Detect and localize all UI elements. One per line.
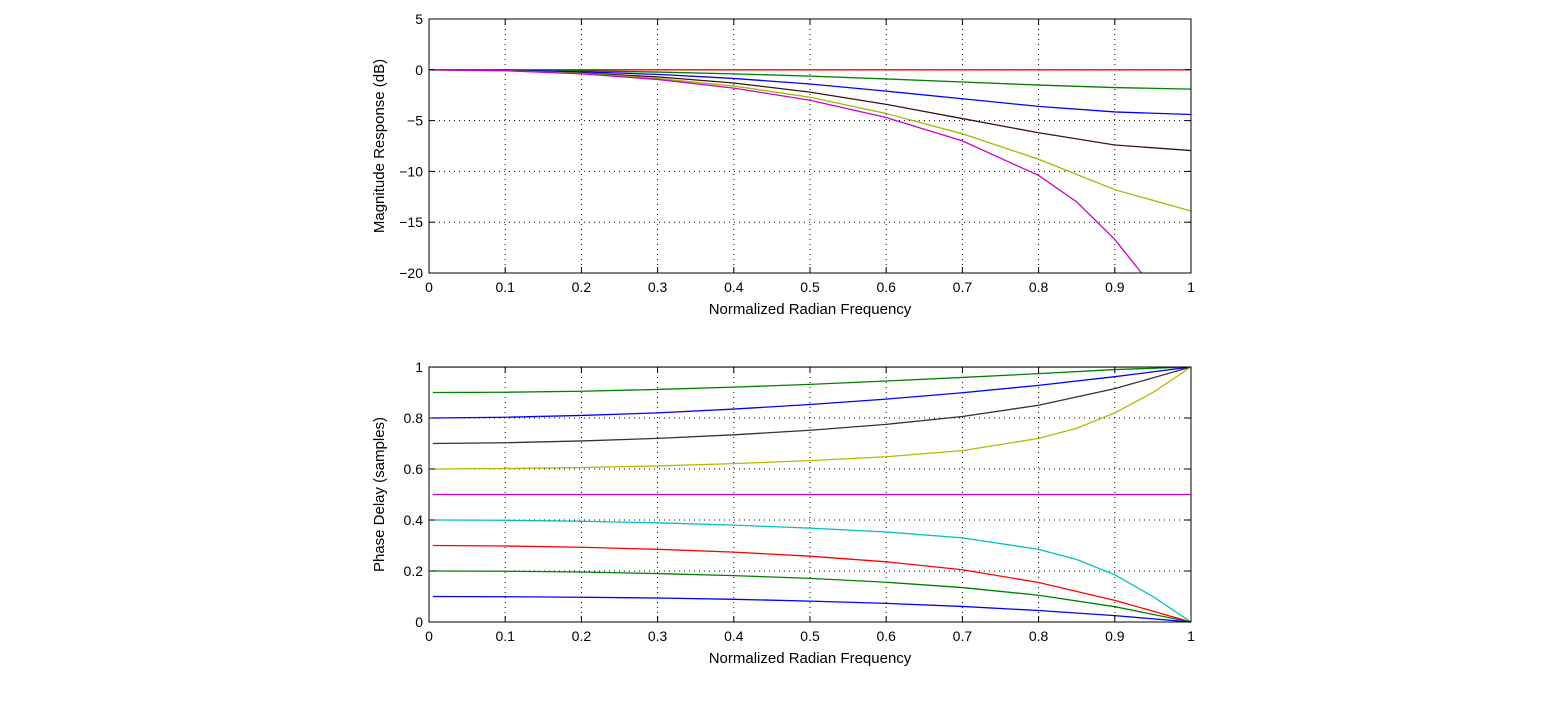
x-tick-label: 0.7	[953, 279, 973, 295]
series-line	[432, 570, 1191, 622]
x-tick-label: 0.5	[800, 279, 820, 295]
x-tick-label: 1	[1187, 279, 1195, 295]
x-tick-label: 0.8	[1029, 628, 1049, 644]
x-tick-label: 0.9	[1105, 628, 1125, 644]
y-tick-label: 0	[415, 62, 423, 78]
x-tick-label: 0	[425, 628, 433, 644]
y-tick-label: 0.8	[404, 410, 424, 426]
y-tick-label: 0.4	[404, 512, 424, 528]
x-tick-label: 0.5	[800, 628, 820, 644]
x-axis-label: Normalized Radian Frequency	[709, 650, 912, 667]
magnitude-response-plot: 0 0.1 0.2 0.3 0.4 0.5 0.6 0.7 0.8 0.9 1 5 0 −5 −10 −15 −…	[371, 11, 1195, 318]
x-tick-label: 0.4	[724, 279, 744, 295]
x-tick-label: 0.4	[724, 628, 744, 644]
series-line	[432, 367, 1191, 394]
x-tick-label: 0.8	[1029, 279, 1049, 295]
series-line	[432, 367, 1191, 419]
x-tick-label: 0.3	[648, 279, 668, 295]
y-tick-label: −5	[407, 113, 423, 129]
x-tick-label: 0	[425, 279, 433, 295]
x-tick-label: 0.2	[572, 279, 592, 295]
y-axis-label: Phase Delay (samples)	[371, 417, 388, 572]
y-axis-label: Magnitude Response (dB)	[371, 59, 388, 233]
x-axis-label: Normalized Radian Frequency	[709, 301, 912, 318]
y-tick-label: 0	[415, 614, 423, 630]
y-tick-label: 0.6	[404, 461, 424, 477]
y-tick-label: 0.2	[404, 563, 424, 579]
x-tick-label: 0.9	[1105, 279, 1125, 295]
x-tick-label: 0.6	[876, 279, 896, 295]
y-tick-label: −10	[399, 163, 423, 179]
x-tick-label: 0.7	[953, 628, 973, 644]
series-line	[432, 519, 1191, 622]
series-line	[432, 367, 1191, 470]
x-tick-label: 1	[1187, 628, 1195, 644]
series-line	[429, 69, 1142, 273]
x-tick-label: 0.1	[495, 279, 515, 295]
y-tick-label: 5	[415, 11, 423, 27]
phase-delay-plot: 0 0.1 0.2 0.3 0.4 0.5 0.6 0.7 0.8 0.9 1 1 0.8 0.6 0.4 0…	[371, 359, 1195, 667]
x-tick-label: 0.3	[648, 628, 668, 644]
y-tick-label: −15	[399, 214, 423, 230]
y-tick-label: −20	[399, 265, 423, 281]
series-line	[432, 595, 1191, 622]
x-tick-label: 0.1	[495, 628, 515, 644]
series-line	[432, 544, 1191, 622]
y-tick-label: 1	[415, 359, 423, 375]
x-tick-label: 0.6	[876, 628, 896, 644]
x-tick-label: 0.2	[572, 628, 592, 644]
series-line	[429, 69, 1191, 116]
series-line	[432, 367, 1191, 445]
series-line	[429, 69, 1191, 90]
series-line	[429, 69, 1191, 152]
